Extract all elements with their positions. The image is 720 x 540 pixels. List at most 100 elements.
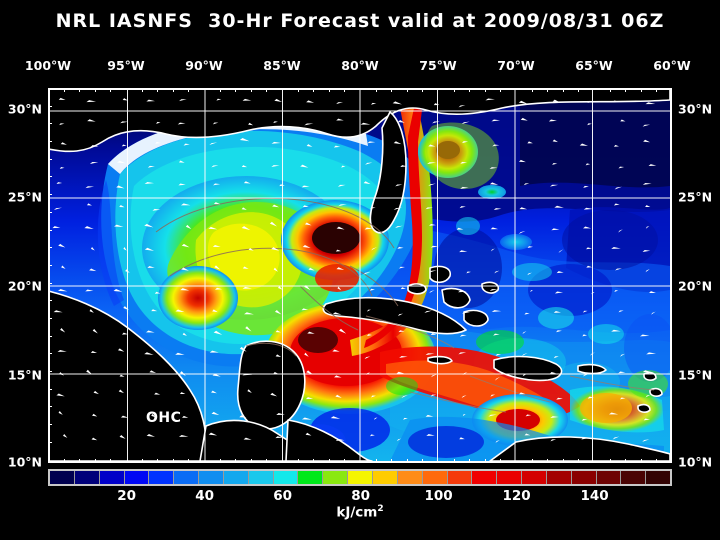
colorbar-swatch-23 xyxy=(621,471,647,484)
current-vector-arrow xyxy=(462,141,469,144)
current-vector-arrow xyxy=(642,124,651,127)
current-vector-arrow xyxy=(121,144,127,147)
current-vector-arrow xyxy=(643,418,650,421)
current-vector-arrow xyxy=(248,122,254,126)
current-vector-arrow xyxy=(208,226,218,230)
page-title: NRL IASNFS 30-Hr Forecast valid at 2009/… xyxy=(55,10,665,32)
current-vector-arrow xyxy=(585,163,591,166)
current-vector-arrow xyxy=(646,352,657,355)
current-vector-arrow xyxy=(363,181,371,185)
current-vector-arrow xyxy=(462,311,471,314)
colorbar-swatch-16 xyxy=(447,471,473,484)
current-vector-arrow xyxy=(211,165,219,168)
current-vector-arrow xyxy=(308,267,315,271)
colorbar-swatch-4 xyxy=(149,471,175,484)
current-vector-arrow xyxy=(113,289,123,292)
current-vector-arrow xyxy=(491,119,501,122)
current-vector-arrow xyxy=(492,144,500,147)
current-vector-arrow xyxy=(247,389,252,394)
current-vector-arrow xyxy=(495,440,500,443)
current-vector-arrow xyxy=(271,141,282,144)
lat-label-right-10n: 10°N xyxy=(678,454,713,470)
current-vector-arrow xyxy=(85,289,94,292)
current-vector-arrow xyxy=(490,248,495,252)
current-vector-arrow xyxy=(429,270,437,273)
current-vector-arrow xyxy=(395,225,403,229)
current-vector-arrow xyxy=(556,271,564,274)
current-vector-arrow xyxy=(212,244,221,247)
current-vector-arrow xyxy=(277,286,283,290)
current-vector-arrow xyxy=(489,182,499,185)
current-vector-arrow xyxy=(403,417,408,420)
current-vector-arrow xyxy=(242,286,252,289)
current-vector-arrow xyxy=(178,434,189,437)
current-vector-arrow xyxy=(271,247,280,251)
current-vector-arrow xyxy=(581,437,589,440)
current-vector-arrow xyxy=(177,122,186,125)
current-vector-arrow xyxy=(365,162,373,165)
colorbar-swatch-11 xyxy=(323,471,349,484)
colorbar[interactable] xyxy=(48,469,672,486)
graticule xyxy=(50,90,670,461)
current-vector-arrow xyxy=(338,328,347,334)
current-vector-arrow xyxy=(86,100,97,103)
current-vector-arrow xyxy=(523,183,530,186)
colorbar-swatch-9 xyxy=(273,471,299,484)
current-vector-arrow xyxy=(117,160,126,164)
current-vector-arrow xyxy=(57,349,67,352)
current-vector-arrow xyxy=(552,139,558,143)
current-vector-arrow xyxy=(179,99,187,102)
colorbar-tick-80: 80 xyxy=(351,488,370,504)
current-vector-arrow xyxy=(460,161,468,164)
current-vector-arrow xyxy=(519,207,528,210)
current-vector-arrow xyxy=(522,331,527,335)
current-vector-arrow xyxy=(336,226,345,230)
current-vector-arrow xyxy=(154,392,161,395)
current-vector-arrow xyxy=(393,141,402,145)
current-vector-arrow xyxy=(643,139,651,143)
lon-label-100w: 100°W xyxy=(24,58,72,73)
current-vector-arrow xyxy=(63,434,68,438)
current-vector-arrow xyxy=(212,122,219,125)
current-vector-arrow xyxy=(430,333,437,336)
current-vector-arrow xyxy=(90,246,95,251)
current-vector-arrow xyxy=(426,162,437,165)
current-vector-arrow xyxy=(608,412,619,415)
lon-label-65w: 65°W xyxy=(575,58,613,73)
current-vector-arrow xyxy=(612,100,620,103)
current-vector-arrow xyxy=(618,166,625,169)
ocean-heat-content-map[interactable] xyxy=(48,88,672,463)
current-vector-arrow xyxy=(119,374,125,377)
current-vector-arrow xyxy=(122,98,128,101)
current-vector-arrow xyxy=(430,394,437,397)
current-vector-arrow xyxy=(461,121,470,125)
current-vector-arrow xyxy=(301,308,309,311)
current-vector-arrow xyxy=(399,355,408,358)
current-vector-arrow xyxy=(398,120,405,123)
current-vector-arrow xyxy=(179,392,186,394)
current-vector-arrow xyxy=(156,121,161,124)
colorbar-swatch-13 xyxy=(372,471,398,484)
current-vector-arrow xyxy=(336,118,344,121)
current-vector-arrow xyxy=(364,227,373,230)
current-vector-arrow xyxy=(520,117,528,121)
current-vector-arrow xyxy=(241,165,248,168)
current-vector-arrow xyxy=(587,100,593,103)
current-vector-arrow xyxy=(367,141,376,144)
current-vector-arrow xyxy=(426,434,435,436)
current-vector-arrow xyxy=(552,99,560,103)
current-vector-arrow xyxy=(550,184,559,187)
current-vector-arrow xyxy=(489,167,498,170)
current-vector-arrow xyxy=(458,352,467,355)
current-vector-arrow xyxy=(211,390,217,394)
current-vector-arrow xyxy=(614,290,619,292)
current-vector-arrow xyxy=(182,415,189,418)
current-vector-arrow xyxy=(57,288,68,292)
current-vector-arrow xyxy=(60,327,66,333)
current-vector-arrow xyxy=(554,291,564,294)
current-vector-arrow xyxy=(149,370,157,374)
current-vector-arrow xyxy=(85,186,95,189)
colorbar-unit-label: kJ/cm2 xyxy=(0,504,720,521)
current-vector-arrow xyxy=(493,333,500,336)
